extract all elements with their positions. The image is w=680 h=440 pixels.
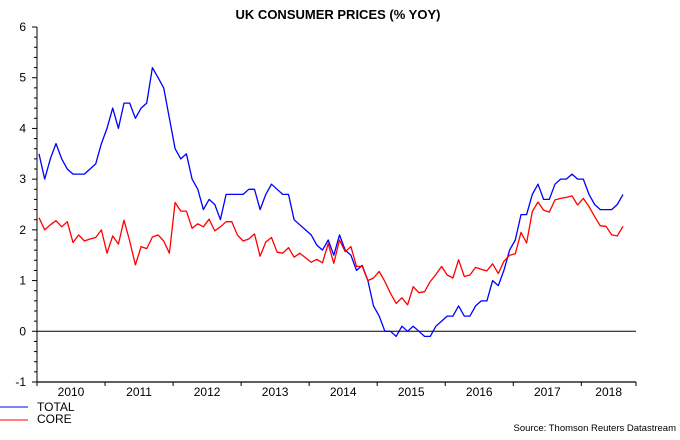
axes: -1 0 1 2 3 4 5 6 2010 2011 2012 2013 2014 2015 2016 201… (15, 20, 637, 399)
y-tick-label: -1 (15, 375, 26, 389)
legend-label-total: TOTAL (37, 400, 75, 414)
y-tick-label: 2 (19, 223, 26, 237)
y-tick-label: 4 (19, 121, 26, 135)
x-tick-label: 2010 (58, 385, 85, 399)
y-tick-label: 1 (19, 274, 26, 288)
y-tick-label: 0 (19, 324, 26, 338)
legend: TOTAL CORE (0, 400, 75, 426)
x-tick-label: 2017 (534, 385, 561, 399)
x-tick-label: 2018 (595, 385, 622, 399)
y-tick-label: 6 (19, 20, 26, 34)
x-tick-label: 2016 (466, 385, 493, 399)
x-tick-label: 2011 (126, 385, 152, 399)
y-tick-label: 5 (19, 71, 26, 85)
x-tick-label: 2013 (262, 385, 289, 399)
x-tick-label: 2015 (398, 385, 425, 399)
series-lines (38, 66, 624, 338)
source-note: Source: Thomson Reuters Datastream (514, 423, 677, 434)
y-tick-label: 3 (19, 172, 26, 186)
series-line-core (38, 195, 624, 306)
x-tick-label: 2012 (194, 385, 221, 399)
chart-title: UK CONSUMER PRICES (% YOY) (236, 7, 441, 22)
legend-label-core: CORE (37, 412, 72, 426)
series-line-total (38, 66, 624, 338)
x-tick-label: 2014 (330, 385, 357, 399)
